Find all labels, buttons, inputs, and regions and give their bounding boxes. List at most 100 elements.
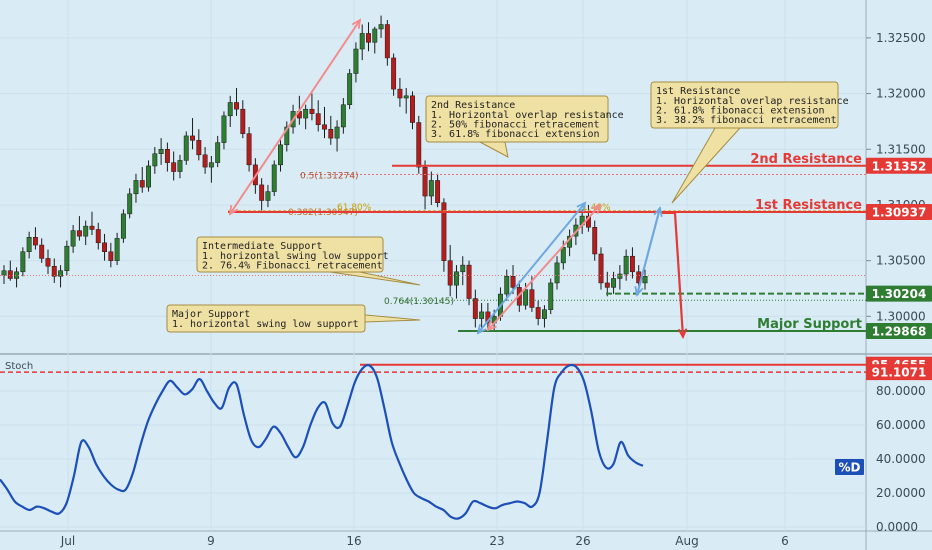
candle-body	[340, 104, 346, 128]
arrow-head	[351, 18, 362, 30]
arrow-head	[653, 205, 663, 218]
level-price-tag	[866, 285, 932, 302]
candle-body	[592, 226, 598, 255]
fib-label-618: 61.80%	[337, 203, 372, 213]
candle-body	[208, 162, 214, 168]
candle-body	[240, 108, 246, 134]
candle-body	[20, 251, 26, 273]
candle-body	[64, 245, 70, 271]
annotation-2nd-resistance-line: 2. 50% fibonacci retracement	[431, 120, 600, 131]
stoch-level-tag	[866, 364, 932, 381]
candle-body	[642, 276, 648, 284]
stoch-tick-label: 40.0000	[876, 452, 926, 466]
stoch-title: Stoch	[5, 361, 33, 372]
level-price-label: 1.31352	[872, 159, 927, 173]
candle-body	[422, 166, 428, 197]
arrow-head	[634, 285, 644, 298]
candle-body	[322, 124, 327, 130]
x-tick-label: 9	[207, 534, 215, 548]
candle-body	[617, 273, 623, 279]
x-tick-label: 23	[489, 534, 504, 548]
candle-body	[95, 229, 101, 244]
annotation-1st-resistance-line: 2. 61.8% fibonacci extension	[656, 106, 825, 117]
annotation-1st-resistance-title: 1st Resistance	[656, 86, 740, 97]
candle-body	[51, 265, 57, 277]
x-tick-label: 26	[575, 534, 590, 548]
candle-body	[278, 144, 283, 166]
candle-body	[548, 282, 554, 310]
candle-body	[428, 180, 434, 197]
candle-body	[378, 24, 384, 30]
arrow-head	[677, 328, 688, 340]
candle-body	[246, 133, 252, 166]
arrow-line	[477, 202, 586, 334]
level-name-label: Major Support	[757, 317, 862, 332]
candle-body	[604, 282, 610, 288]
stoch-current-label: %D	[839, 461, 861, 475]
candle-body	[504, 276, 510, 295]
candle-body	[629, 255, 635, 273]
candle-body	[221, 115, 227, 143]
candle-body	[58, 270, 64, 277]
candle-body	[234, 102, 239, 110]
candle-body	[202, 154, 208, 168]
stoch-current-tag	[835, 459, 864, 475]
stoch-tick-label: 0.0000	[876, 520, 918, 534]
level-price-tag	[866, 203, 932, 220]
x-tick-label: 16	[346, 534, 361, 548]
candle-body	[1, 270, 7, 276]
candle-body	[315, 113, 321, 126]
annotation-1st-resistance-line: 1. Horizontal overlap resistance	[656, 96, 849, 107]
annotation-2nd-resistance-title: 2nd Resistance	[431, 100, 515, 111]
stoch-tick-label: 20.0000	[876, 486, 926, 500]
level-price-label: 1.30204	[872, 287, 927, 301]
annotation-intermediate-support	[196, 236, 384, 273]
candle-body	[76, 230, 82, 237]
level-name-label: 2nd Resistance	[750, 152, 862, 167]
candle-body	[32, 237, 38, 246]
x-tick-label: Jul	[60, 534, 75, 548]
candle-body	[183, 135, 189, 161]
arrow-head	[576, 201, 587, 212]
candle-body	[152, 153, 158, 167]
candle-body	[403, 95, 409, 99]
candle-body	[416, 122, 422, 168]
y-tick-label: 1.31500	[876, 142, 926, 156]
arrow-line	[635, 207, 662, 296]
y-tick-label: 1.30000	[876, 309, 926, 323]
candle-body	[102, 242, 107, 252]
candle-body	[227, 102, 233, 117]
candle-body	[560, 247, 566, 264]
annotation-2nd-resistance-line: 1. Horizontal overlap resistance	[431, 110, 624, 121]
candle-body	[359, 33, 365, 50]
arrow-head	[486, 321, 497, 332]
candle-body	[259, 184, 265, 201]
candle-body	[133, 180, 139, 195]
candle-body	[460, 264, 466, 273]
annotation-intermediate-support-line: 2. 76.4% Fibonacci retracement	[202, 261, 383, 272]
candle-body	[89, 225, 95, 230]
candle-body	[146, 165, 151, 188]
candle-body	[45, 258, 51, 267]
arrow-line	[487, 204, 601, 331]
x-tick-label: 6	[781, 534, 789, 548]
candle-body	[139, 180, 145, 188]
level-price-label: 1.29868	[872, 325, 927, 339]
candle-body	[353, 48, 359, 74]
annotation-2nd-resistance	[425, 95, 609, 143]
candle-body	[611, 278, 617, 288]
candle-body	[39, 244, 45, 259]
candle-body	[523, 289, 529, 306]
candle-body	[479, 311, 485, 319]
y-tick-label: 1.30500	[876, 254, 926, 268]
candle-body	[366, 33, 371, 43]
candle-body	[303, 108, 309, 119]
candle-body	[164, 149, 170, 163]
candle-body	[309, 108, 315, 114]
candle-body	[397, 88, 403, 99]
fib-label-50: 0.5(1.31274)	[300, 171, 359, 181]
candle-body	[447, 260, 453, 286]
candle-body	[120, 213, 126, 239]
candle-body	[196, 140, 202, 156]
y-tick-label: 1.32500	[876, 31, 926, 45]
